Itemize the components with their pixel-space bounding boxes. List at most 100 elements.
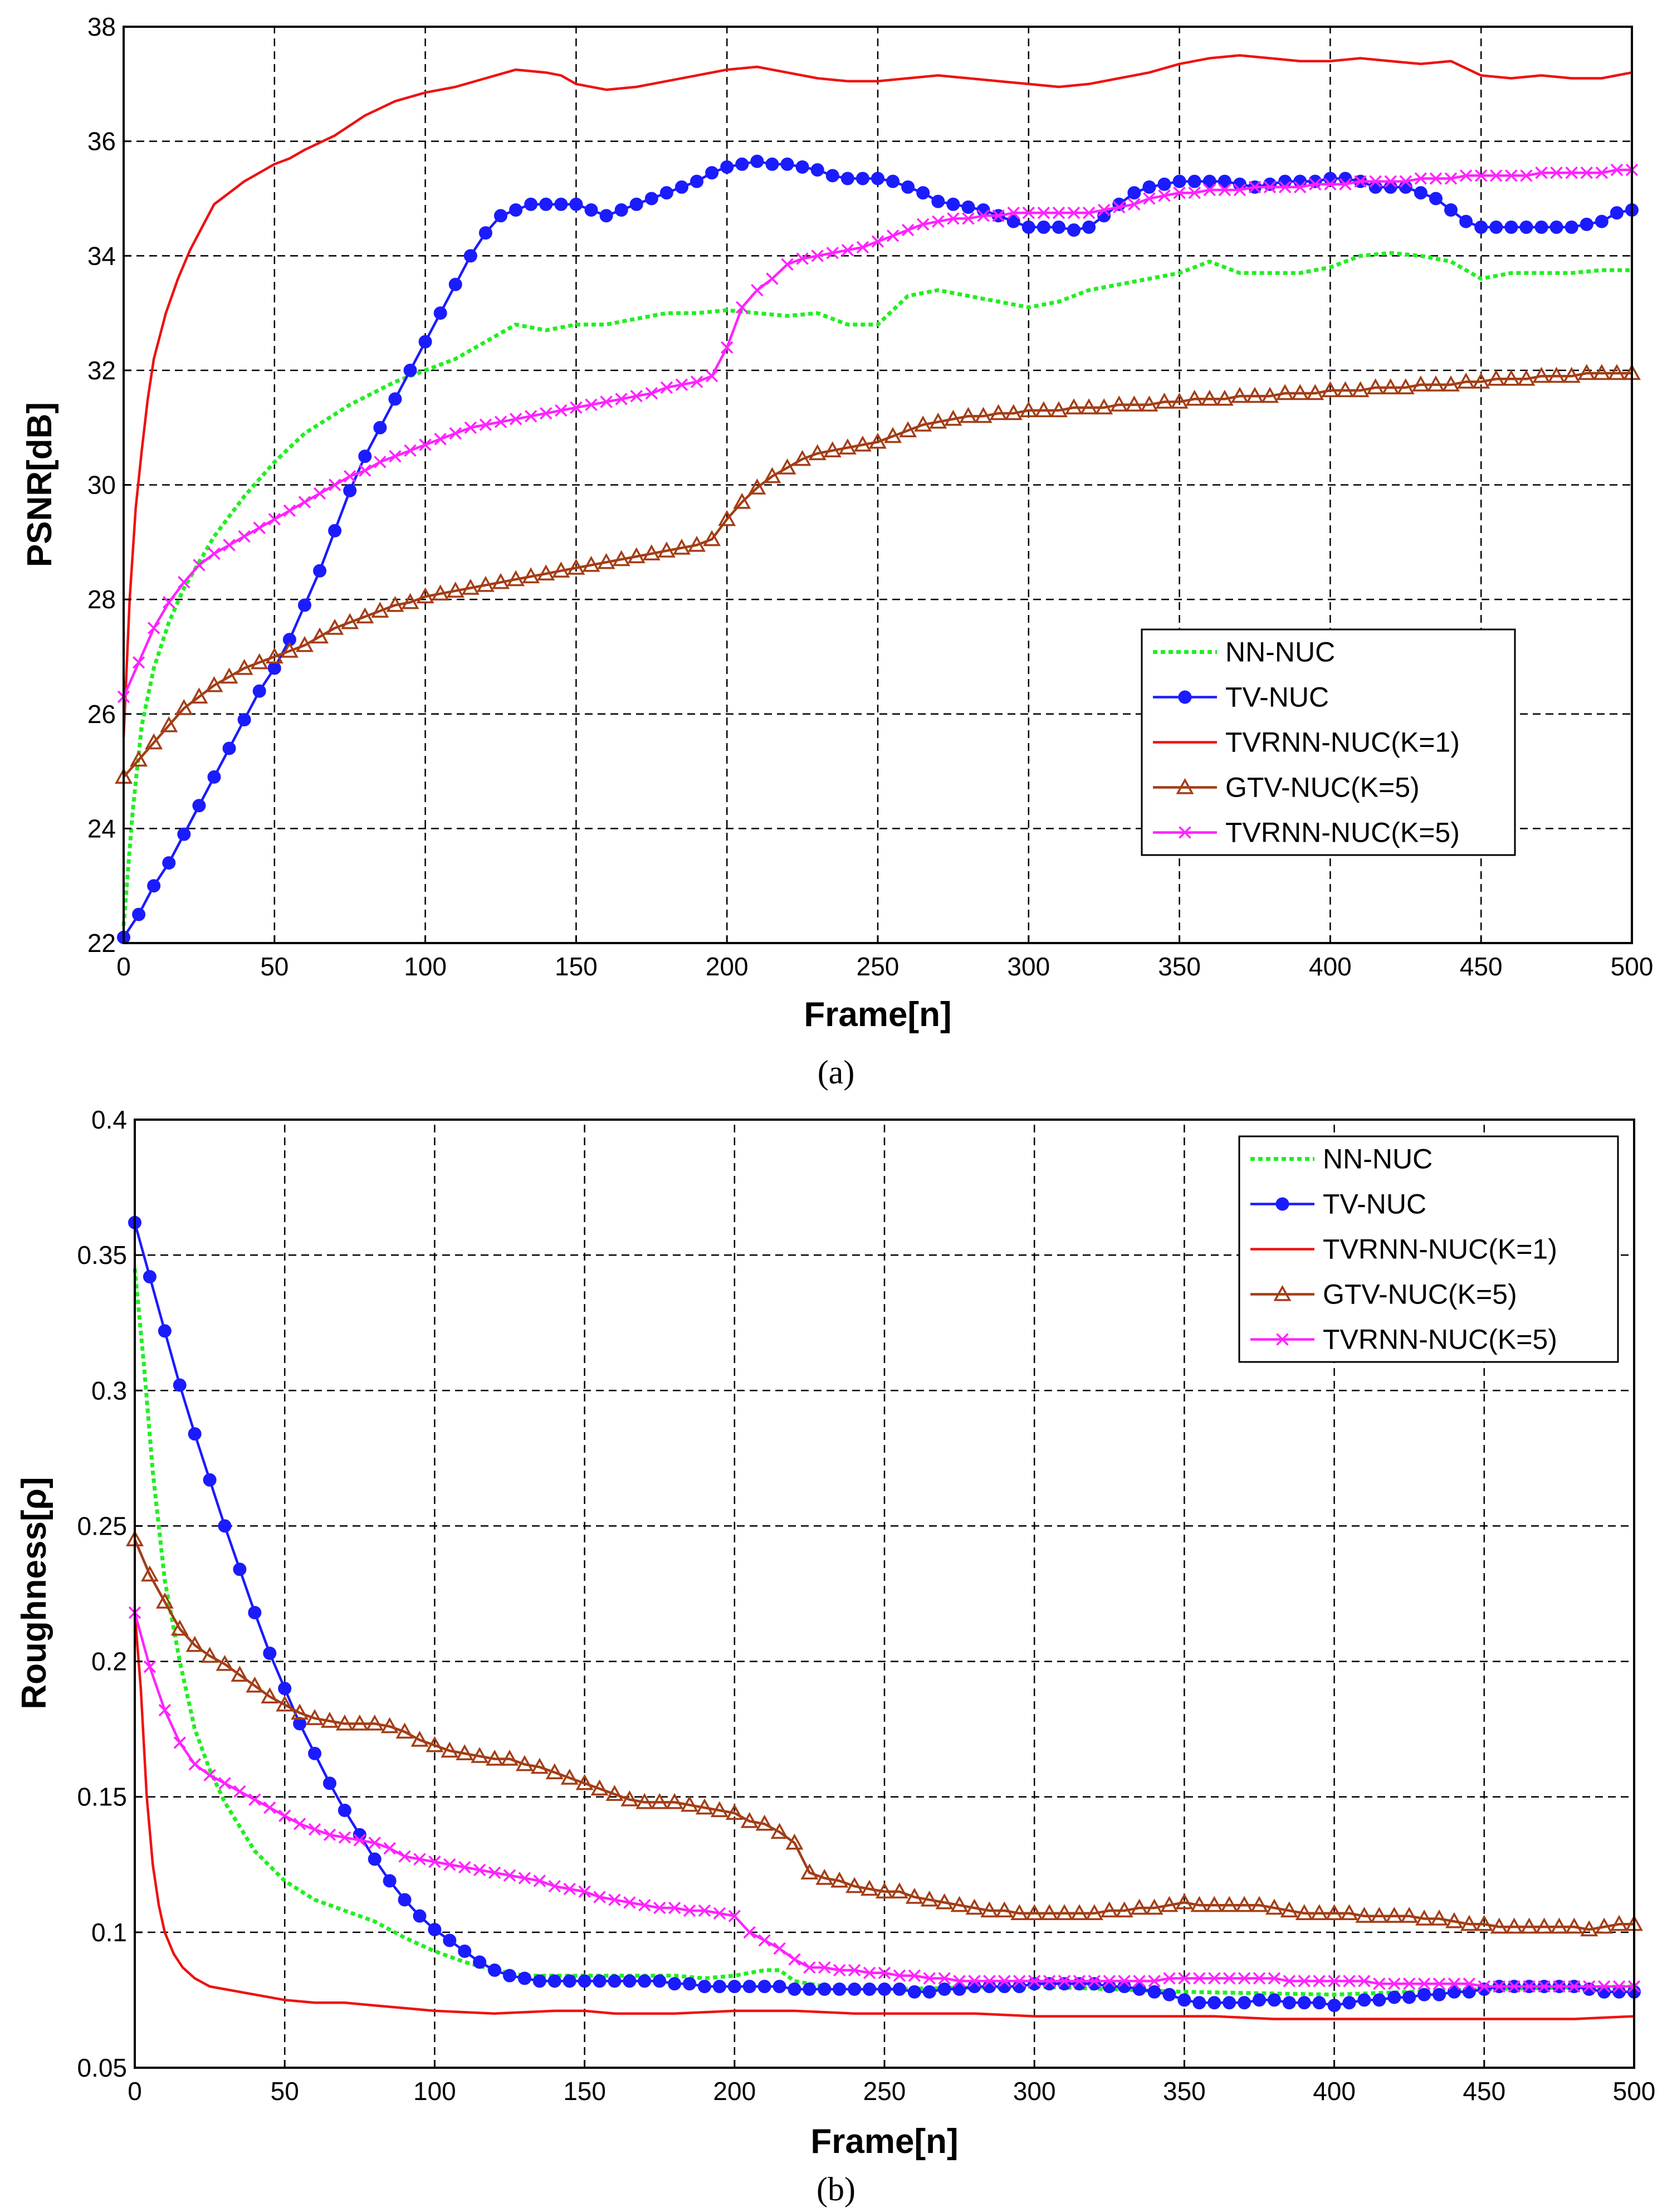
psnr-x-tick-label: 350 <box>1158 952 1201 981</box>
roughness-tvrnn-nuc-k-5-point <box>1417 1977 1431 1990</box>
psnr-tv-nuc-point <box>629 197 643 211</box>
roughness-tv-nuc-point <box>173 1378 187 1392</box>
psnr-gtv-nuc-k-5-point <box>1321 381 1339 398</box>
psnr-gtv-nuc-k-5-point <box>1381 378 1400 394</box>
roughness-tvrnn-nuc-k-5-point <box>533 1874 546 1887</box>
roughness-tvrnn-nuc-k-5-point <box>1118 1975 1131 1988</box>
psnr-tv-nuc-point <box>1037 220 1050 234</box>
psnr-series-nn-nuc-line <box>121 251 1632 926</box>
psnr-tv-nuc-point <box>1519 220 1533 234</box>
psnr-tvrnn-nuc-k-5-point <box>1203 183 1216 197</box>
psnr-gtv-nuc-k-5-point <box>1110 395 1128 412</box>
roughness-tvrnn-nuc-k-5-point <box>1208 1972 1221 1985</box>
psnr-gtv-nuc-k-5-point <box>446 582 465 598</box>
roughness-tvrnn-nuc-k-5-point <box>173 1736 186 1749</box>
psnr-tv-nuc-point <box>1368 180 1382 194</box>
roughness-tv-nuc-point <box>398 1893 412 1907</box>
psnr-gtv-nuc-k-5-point <box>386 595 404 612</box>
roughness-x-tick-label: 350 <box>1163 2077 1206 2106</box>
roughness-legend-label-nn-nuc: NN-NUC <box>1323 1144 1433 1175</box>
psnr-tv-nuc-point <box>433 306 447 320</box>
psnr-tvrnn-nuc-k-5-point <box>1369 175 1382 188</box>
roughness-tvrnn-nuc-k-5-point <box>983 1975 996 1988</box>
roughness-tv-nuc-point <box>488 1963 502 1977</box>
psnr-gtv-nuc-k-5-point <box>1140 395 1158 412</box>
roughness-tvrnn-nuc-k-5-point <box>1328 1975 1341 1988</box>
roughness-tv-nuc-point <box>338 1804 351 1818</box>
psnr-tvrnn-nuc-k-5-point <box>630 389 643 403</box>
roughness-tv-nuc-point <box>1192 1996 1206 2010</box>
psnr-y-tick-label: 32 <box>87 356 116 385</box>
psnr-gtv-nuc-k-5-point <box>371 602 389 618</box>
psnr-tv-nuc-point <box>1202 174 1216 188</box>
roughness-gtv-nuc-k-5-point <box>965 1898 984 1915</box>
psnr-gtv-nuc-k-5-point <box>1442 375 1460 392</box>
psnr-tvrnn-nuc-k-5-point <box>1248 180 1262 194</box>
psnr-tv-nuc-point <box>177 827 191 841</box>
roughness-tvrnn-nuc-k-5-point <box>1523 1980 1536 1993</box>
psnr-x-tick-label: 400 <box>1309 952 1352 981</box>
roughness-legend-marker-gtv-nuc-k-5 <box>1273 1285 1292 1301</box>
psnr-tvrnn-nuc-k-5-point <box>1294 180 1307 194</box>
roughness-tv-nuc-point <box>1582 1982 1596 1996</box>
psnr-tvrnn-nuc-k-5-point <box>675 378 688 391</box>
roughness-tv-nuc-point <box>683 1977 697 1991</box>
roughness-gtv-nuc-k-5-point <box>380 1717 399 1734</box>
psnr-gtv-nuc-k-5-point <box>1215 389 1234 406</box>
psnr-tvrnn-nuc-k-5-point <box>826 246 839 260</box>
roughness-tv-nuc-point <box>1223 1996 1236 2010</box>
psnr-gtv-nuc-k-5-point <box>295 636 314 652</box>
roughness-tvrnn-nuc-k-5-point <box>1283 1975 1296 1988</box>
roughness-x-tick-label: 150 <box>563 2077 606 2106</box>
roughness-tvrnn-nuc-k-5-point <box>1058 1975 1071 1988</box>
psnr-tv-nuc-point <box>690 174 704 188</box>
psnr-gtv-nuc-k-5-point <box>748 478 766 495</box>
roughness-legend-marker-tvrnn-nuc-k-5 <box>1276 1333 1289 1346</box>
psnr-legend-marker-gtv-nuc-k-5 <box>1176 778 1194 794</box>
psnr-tvrnn-nuc-k-5-point <box>178 576 190 589</box>
psnr-gtv-nuc-k-5-point <box>1170 392 1189 409</box>
roughness-tv-nuc-point <box>547 1974 561 1988</box>
roughness-tv-nuc-point <box>503 1969 516 1983</box>
roughness-tvrnn-nuc-k-5-point <box>1538 1980 1551 1993</box>
roughness-tvrnn-nuc-k-5-point <box>788 1953 801 1966</box>
psnr-tv-nuc-point <box>1565 220 1578 234</box>
psnr-tv-nuc-point <box>328 524 342 538</box>
roughness-tv-nuc-point <box>1132 1982 1146 1996</box>
psnr-tvrnn-nuc-k-5-point <box>374 456 387 468</box>
roughness-tv-nuc-point <box>1177 1993 1191 2007</box>
roughness-gtv-nuc-k-5-point <box>995 1901 1014 1918</box>
roughness-y-tick-label: 0.05 <box>77 2053 127 2082</box>
roughness-gtv-nuc-k-5-point <box>350 1714 369 1731</box>
psnr-tvrnn-nuc-k-5-point <box>298 496 311 509</box>
roughness-tvrnn-nuc-k-5-point <box>593 1891 606 1903</box>
psnr-tvrnn-nuc-k-5-point <box>359 464 371 477</box>
roughness-gtv-nuc-k-5-point <box>935 1893 954 1910</box>
roughness-gtv-nuc-k-5-point <box>830 1871 849 1888</box>
roughness-x-tick-label: 0 <box>128 2077 142 2106</box>
roughness-tvrnn-nuc-k-5-point <box>1193 1972 1206 1985</box>
roughness-x-axis-label: Frame[n] <box>810 2122 958 2161</box>
roughness-tv-nuc-point <box>712 1980 726 1994</box>
roughness-legend-label-tv-nuc: TV-NUC <box>1323 1189 1426 1220</box>
roughness-tvrnn-nuc-k-5-point <box>668 1901 681 1915</box>
roughness-tvrnn-nuc-k-5-point <box>1133 1975 1146 1988</box>
roughness-gtv-nuc-k-5-point <box>1310 1904 1328 1920</box>
roughness-tv-nuc-point <box>608 1974 622 1988</box>
psnr-tvrnn-nuc-k-5-point <box>268 512 281 526</box>
psnr-gtv-nuc-k-5-point <box>1125 395 1143 412</box>
roughness-tv-nuc-point <box>907 1985 921 1999</box>
roughness-gtv-nuc-k-5-point <box>1130 1898 1148 1915</box>
psnr-tvrnn-nuc-k-5-point <box>932 215 945 228</box>
psnr-gtv-nuc-k-5-point <box>220 667 238 684</box>
psnr-gtv-nuc-k-5-point <box>1291 384 1309 401</box>
psnr-gtv-nuc-k-5-point <box>1065 398 1083 414</box>
psnr-tv-nuc-point <box>916 186 930 200</box>
psnr-tvrnn-nuc-k-5-point <box>1263 180 1277 194</box>
psnr-tvrnn-nuc-k-5-point <box>645 387 658 400</box>
psnr-tvrnn-nuc-k-5-point <box>389 450 402 463</box>
psnr-tv-nuc-point <box>735 157 749 171</box>
roughness-tvrnn-nuc-k-5-point <box>1043 1975 1056 1988</box>
psnr-tvrnn-nuc-k-5-point <box>886 229 899 242</box>
roughness-gtv-nuc-k-5-point <box>1580 1920 1598 1937</box>
